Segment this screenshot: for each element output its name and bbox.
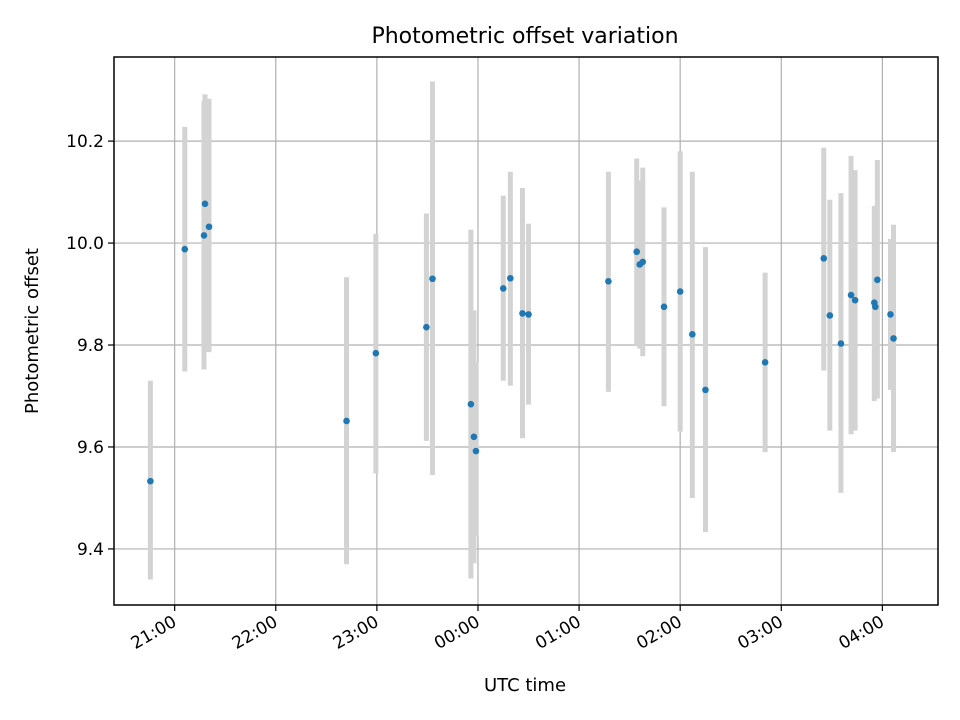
data-point (633, 248, 641, 256)
y-tick-label: 9.6 (77, 438, 104, 458)
error-bars (147, 81, 897, 580)
data-point (820, 255, 828, 262)
data-point (639, 258, 647, 266)
data-point (499, 285, 507, 292)
x-tick-label: 22:00 (229, 612, 281, 654)
x-tick-label: 00:00 (431, 612, 483, 654)
y-tick-label: 10.0 (66, 234, 104, 254)
data-point (689, 331, 696, 338)
data-point (470, 433, 478, 441)
data-point (851, 296, 859, 304)
data-point (826, 312, 834, 319)
y-axis-label: Photometric offset (22, 248, 43, 414)
data-point (887, 311, 894, 318)
plot-frame (113, 56, 939, 606)
x-tick-label: 03:00 (734, 612, 786, 654)
data-point (525, 311, 532, 318)
data-point (472, 447, 480, 455)
x-axis-label: UTC time (484, 675, 566, 696)
chart-title: Photometric offset variation (371, 24, 678, 49)
data-point (372, 349, 380, 357)
y-tick-label: 10.2 (66, 132, 104, 152)
x-tick-label: 01:00 (532, 612, 584, 654)
data-point (205, 223, 213, 231)
x-tick-label: 04:00 (835, 612, 887, 654)
data-point (343, 417, 350, 425)
x-tick-label: 23:00 (330, 612, 382, 654)
data-point (676, 288, 684, 295)
data-point (429, 275, 436, 283)
data-point (761, 359, 769, 366)
grid (114, 57, 938, 605)
y-tick-label: 9.8 (77, 336, 104, 356)
data-point (423, 323, 430, 331)
x-tick-label: 02:00 (633, 612, 685, 654)
data-point (200, 232, 208, 239)
data-point (660, 303, 668, 311)
data-point (519, 310, 526, 317)
data-point (847, 291, 855, 299)
data-point (147, 477, 154, 485)
x-tick-label: 21:00 (128, 612, 180, 654)
data-point (702, 386, 709, 394)
data-points (147, 200, 897, 485)
y-tick-label: 9.4 (77, 540, 104, 560)
data-point (872, 303, 879, 311)
data-point (467, 400, 475, 408)
data-point (181, 245, 189, 253)
data-point (837, 340, 845, 347)
data-point (507, 274, 514, 282)
data-point (201, 200, 209, 208)
data-point (874, 276, 881, 284)
data-point (890, 335, 897, 342)
data-point (605, 277, 612, 285)
